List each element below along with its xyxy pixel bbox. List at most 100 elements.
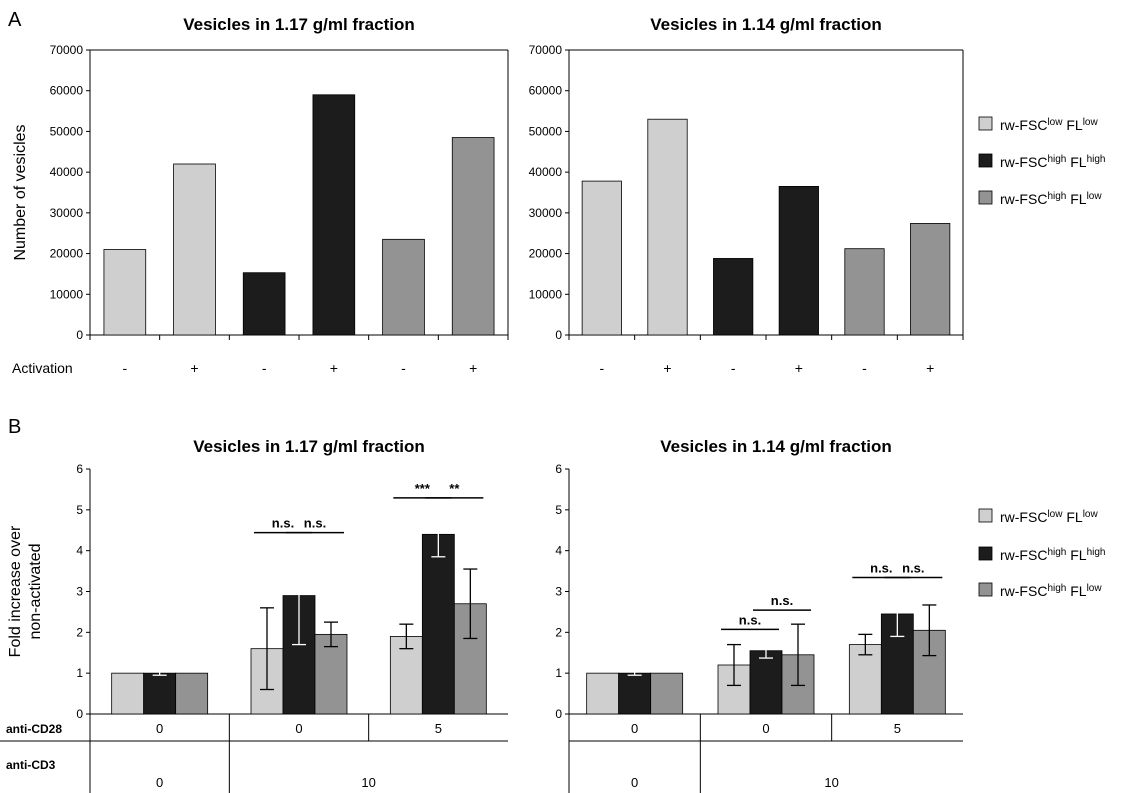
legend-label: rw-FSChigh FLlow bbox=[1000, 191, 1102, 207]
y-tick-label: 40000 bbox=[529, 165, 563, 179]
table-row-label: anti-CD28 bbox=[6, 722, 62, 736]
table-cell: 0 bbox=[762, 721, 769, 736]
y-tick-label: 3 bbox=[555, 585, 562, 599]
legend-text: rw-FSC bbox=[1000, 583, 1047, 599]
table-cell: 10 bbox=[361, 775, 375, 790]
bar bbox=[844, 248, 885, 336]
panel-label-a: A bbox=[8, 9, 22, 31]
legend-text: FL bbox=[1066, 583, 1086, 599]
table-cell: 0 bbox=[631, 721, 638, 736]
significance-label: n.s. bbox=[304, 516, 326, 531]
y-tick-label: 30000 bbox=[50, 206, 84, 220]
y-tick-label: 6 bbox=[555, 462, 562, 476]
y-axis-label: Fold increase over bbox=[7, 525, 24, 657]
legend-superscript: high bbox=[1047, 191, 1066, 202]
bar bbox=[242, 272, 286, 336]
y-tick-label: 70000 bbox=[50, 43, 84, 57]
legend-text: FL bbox=[1062, 117, 1082, 133]
bar bbox=[175, 672, 209, 715]
legend-superscript: low bbox=[1087, 583, 1103, 594]
bar bbox=[749, 650, 783, 715]
legend-text: rw-FSC bbox=[1000, 154, 1047, 170]
legend-text: FL bbox=[1062, 509, 1082, 525]
condition-table: 0 0 5 0 10 anti-CD28 anti-CD3 bbox=[0, 714, 508, 793]
table-row-label: anti-CD3 bbox=[6, 758, 56, 772]
legend-label: rw-FSChigh FLhigh bbox=[1000, 547, 1105, 563]
y-tick-label: 2 bbox=[555, 625, 562, 639]
legend-text: FL bbox=[1066, 191, 1086, 207]
legend-label: rw-FSClow FLlow bbox=[1000, 117, 1098, 133]
x-tick-label: - bbox=[401, 360, 406, 376]
legend-swatch bbox=[978, 508, 993, 523]
y-tick-label: 3 bbox=[76, 585, 83, 599]
table-cell: 0 bbox=[631, 775, 638, 790]
legend-swatch bbox=[978, 116, 993, 131]
bar bbox=[389, 636, 423, 715]
x-tick-label: - bbox=[122, 360, 127, 376]
y-tick-label: 1 bbox=[76, 666, 83, 680]
legend-swatch bbox=[978, 153, 993, 168]
y-tick-label: 50000 bbox=[50, 124, 84, 138]
y-tick-label: 20000 bbox=[529, 247, 563, 261]
bar bbox=[778, 185, 819, 336]
x-tick-label: - bbox=[731, 360, 736, 376]
legend-superscript: high bbox=[1047, 583, 1066, 594]
legend-superscript: high bbox=[1087, 154, 1106, 165]
bar bbox=[173, 163, 216, 336]
condition-table: 0 0 5 0 10 bbox=[568, 714, 963, 793]
y-tick-label: 0 bbox=[555, 707, 562, 721]
significance-label: n.s. bbox=[739, 612, 761, 627]
bar bbox=[143, 672, 177, 715]
x-tick-label: + bbox=[926, 360, 934, 376]
y-tick-label: 10000 bbox=[529, 287, 563, 301]
chart-a1: Vesicles in 1.17 g/ml fraction 0 10000 2000… bbox=[12, 15, 509, 376]
y-tick-label: 60000 bbox=[529, 84, 563, 98]
legend-superscript: low bbox=[1047, 509, 1063, 520]
bar bbox=[382, 238, 425, 336]
legend-superscript: high bbox=[1047, 154, 1066, 165]
y-tick-label: 10000 bbox=[50, 287, 84, 301]
table-cell: 5 bbox=[894, 721, 901, 736]
y-tick-label: 4 bbox=[555, 544, 562, 558]
legend-superscript: high bbox=[1047, 547, 1066, 558]
bar bbox=[581, 180, 622, 336]
table-cell: 0 bbox=[156, 721, 163, 736]
table-cell: 0 bbox=[295, 721, 302, 736]
table-cell: 0 bbox=[156, 775, 163, 790]
legend-text: rw-FSC bbox=[1000, 547, 1047, 563]
x-tick-label: + bbox=[663, 360, 671, 376]
chart-a2: Vesicles in 1.14 g/ml fraction 0 10000 2000… bbox=[529, 15, 964, 376]
chart-title: Vesicles in 1.17 g/ml fraction bbox=[193, 437, 425, 456]
significance-label: n.s. bbox=[272, 516, 294, 531]
x-tick-label: - bbox=[862, 360, 867, 376]
legend-swatch bbox=[978, 582, 993, 597]
bar bbox=[647, 118, 688, 336]
y-axis-label: non-activated bbox=[27, 543, 44, 639]
y-tick-label: 70000 bbox=[529, 43, 563, 57]
x-tick-label: - bbox=[262, 360, 267, 376]
y-tick-label: 2 bbox=[76, 625, 83, 639]
bar bbox=[713, 258, 754, 336]
bar bbox=[111, 672, 145, 715]
x-tick-label: + bbox=[469, 360, 477, 376]
x-tick-label: - bbox=[599, 360, 604, 376]
significance-label: n.s. bbox=[902, 561, 924, 576]
y-tick-label: 60000 bbox=[50, 84, 84, 98]
chart-title: Vesicles in 1.17 g/ml fraction bbox=[183, 15, 415, 34]
significance-label: n.s. bbox=[870, 561, 892, 576]
bar bbox=[103, 249, 147, 336]
significance-label: n.s. bbox=[771, 593, 793, 608]
legend-label: rw-FSClow FLlow bbox=[1000, 509, 1098, 525]
bar bbox=[586, 672, 620, 715]
panel-label-b: B bbox=[8, 416, 21, 438]
significance-label: ** bbox=[449, 481, 460, 496]
table-cell: 10 bbox=[824, 775, 838, 790]
legend-text: rw-FSC bbox=[1000, 509, 1047, 525]
y-tick-label: 4 bbox=[76, 544, 83, 558]
y-tick-label: 1 bbox=[555, 666, 562, 680]
x-tick-label: + bbox=[330, 360, 338, 376]
legend-text: FL bbox=[1066, 547, 1086, 563]
bar bbox=[451, 137, 495, 336]
